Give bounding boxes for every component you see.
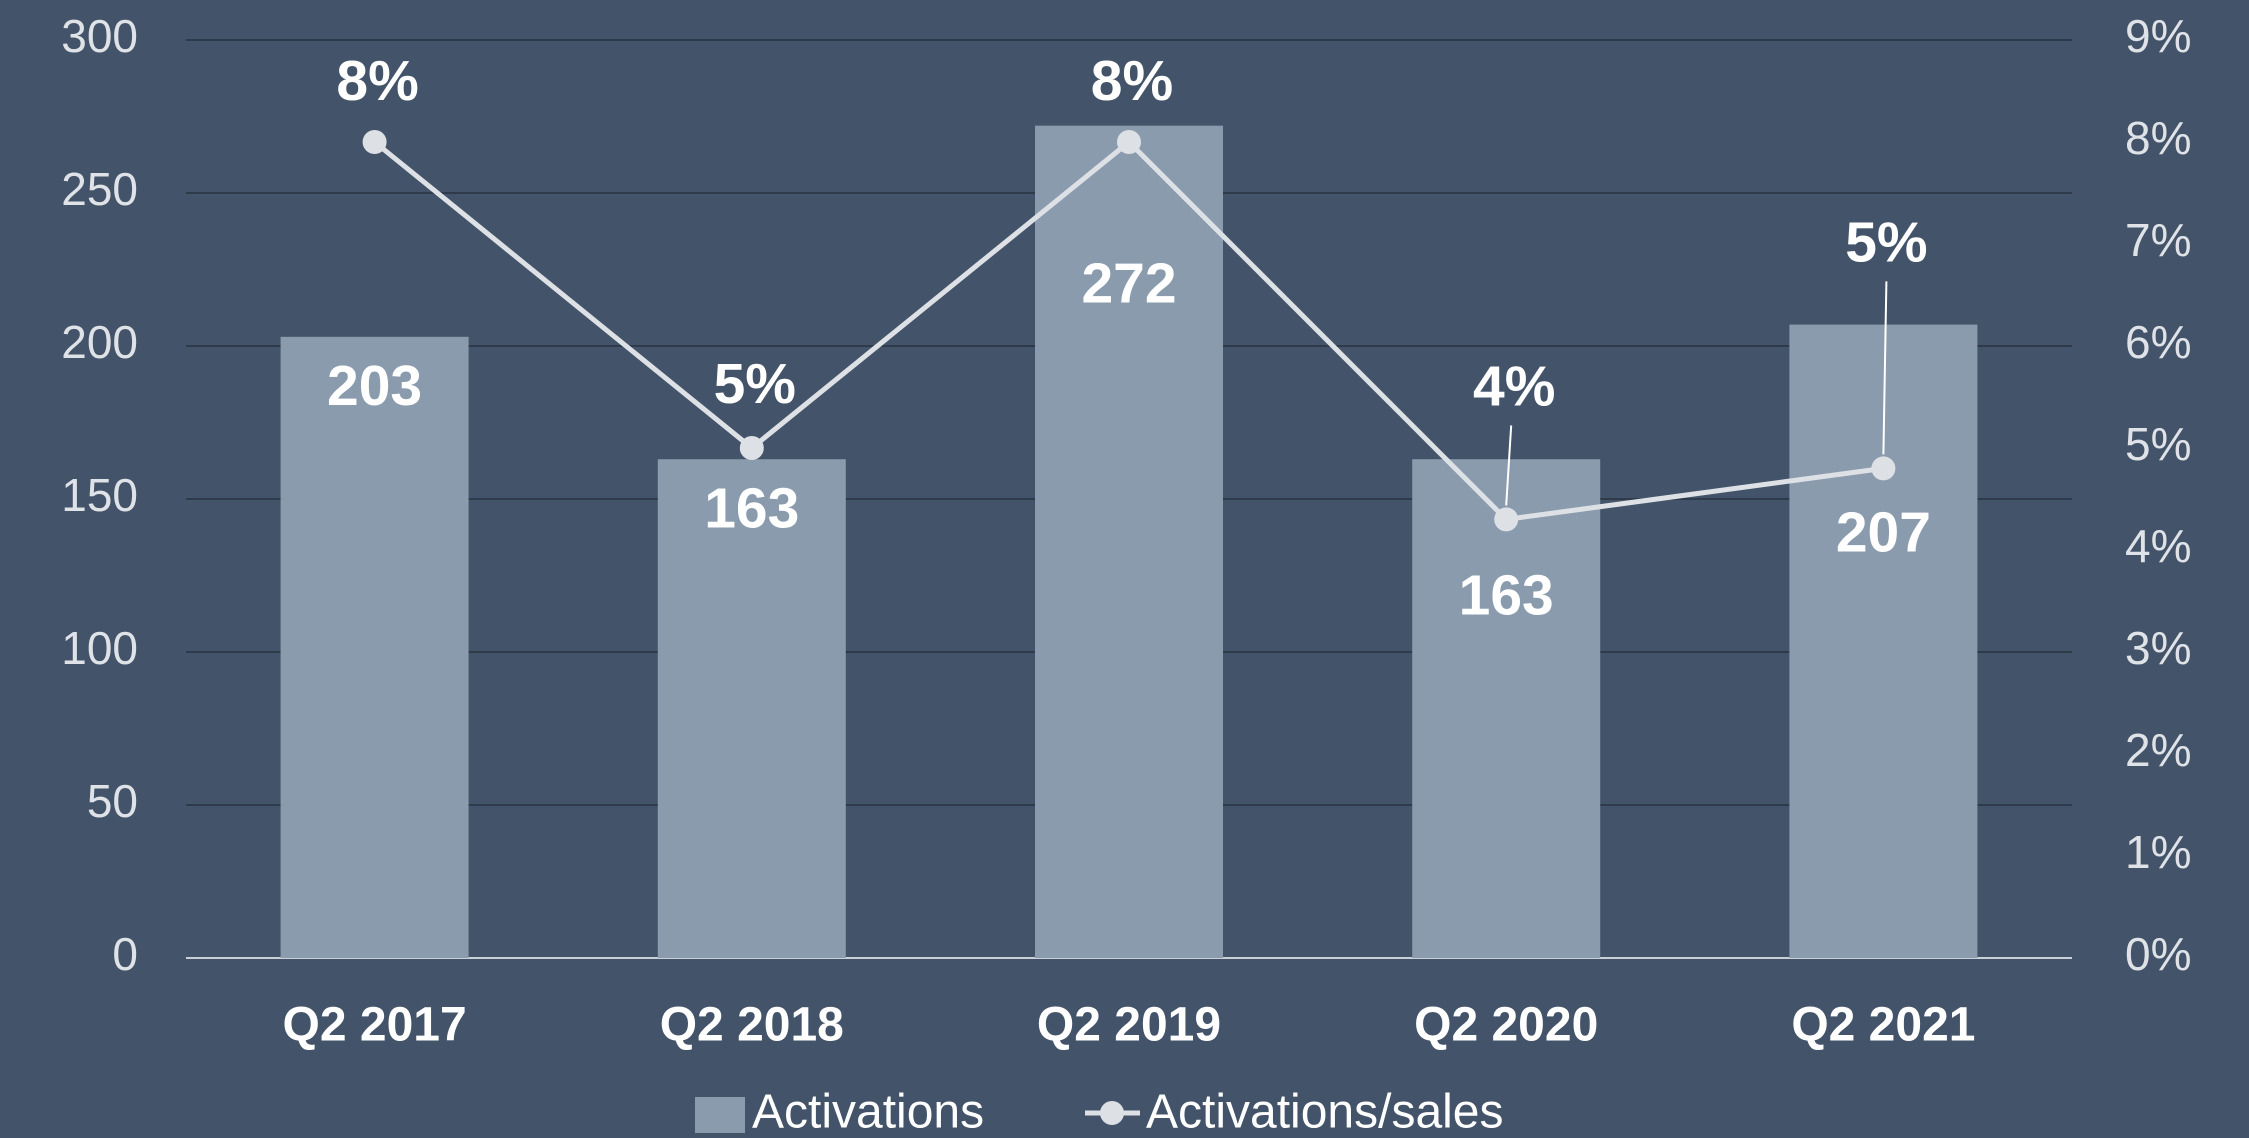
x-tick-label: Q2 2020 (1414, 999, 1598, 1052)
line-point (1871, 456, 1896, 481)
leader-line (1505, 425, 1513, 506)
y-tick-label: 0 (112, 928, 138, 980)
bar (657, 459, 846, 958)
y2-tick-label: 4% (2125, 520, 2191, 572)
legend-swatch (695, 1097, 745, 1133)
y2-tick-label: 1% (2125, 826, 2191, 878)
line-point (1494, 507, 1519, 532)
bar-data-label: 272 (1081, 252, 1176, 316)
line-data-label: 8% (1091, 49, 1173, 113)
leader-line (1882, 281, 1888, 455)
y2-tick-label: 7% (2125, 214, 2191, 266)
x-tick-label: Q2 2018 (660, 999, 844, 1052)
bar (1035, 125, 1223, 959)
bar-data-label: 203 (327, 354, 422, 418)
y2-tick-label: 9% (2125, 10, 2191, 62)
legend-label: Activations/sales (1146, 1086, 1504, 1138)
y-tick-label: 250 (61, 163, 138, 215)
y2-tick-label: 6% (2125, 316, 2191, 368)
bar (1412, 459, 1601, 958)
line-data-label: 8% (336, 49, 418, 113)
y-tick-label: 100 (61, 622, 138, 674)
y-tick-label: 300 (61, 10, 138, 62)
x-tick-label: Q2 2017 (283, 999, 467, 1052)
y-tick-label: 200 (61, 316, 138, 368)
x-tick-label: Q2 2019 (1037, 999, 1221, 1052)
y2-tick-label: 0% (2125, 928, 2191, 980)
bar-data-label: 163 (704, 476, 799, 540)
y2-tick-label: 5% (2125, 418, 2191, 470)
y-tick-label: 50 (87, 775, 138, 827)
bar-data-label: 207 (1836, 501, 1931, 565)
line-data-label: 5% (1845, 210, 1927, 274)
legend-label: Activations (752, 1086, 984, 1138)
x-tick-label: Q2 2021 (1791, 999, 1975, 1052)
y-tick-label: 150 (61, 469, 138, 521)
line-data-label: 4% (1473, 354, 1555, 418)
line-point (739, 436, 764, 460)
legend-marker (1100, 1101, 1124, 1125)
line-point (362, 130, 387, 154)
y2-tick-label: 3% (2125, 622, 2191, 674)
bar (280, 336, 469, 958)
line-data-label: 5% (714, 352, 796, 416)
bar-data-label: 163 (1459, 563, 1554, 627)
line-point (1117, 130, 1141, 154)
y2-tick-label: 8% (2125, 112, 2191, 164)
y2-tick-label: 2% (2125, 724, 2191, 776)
